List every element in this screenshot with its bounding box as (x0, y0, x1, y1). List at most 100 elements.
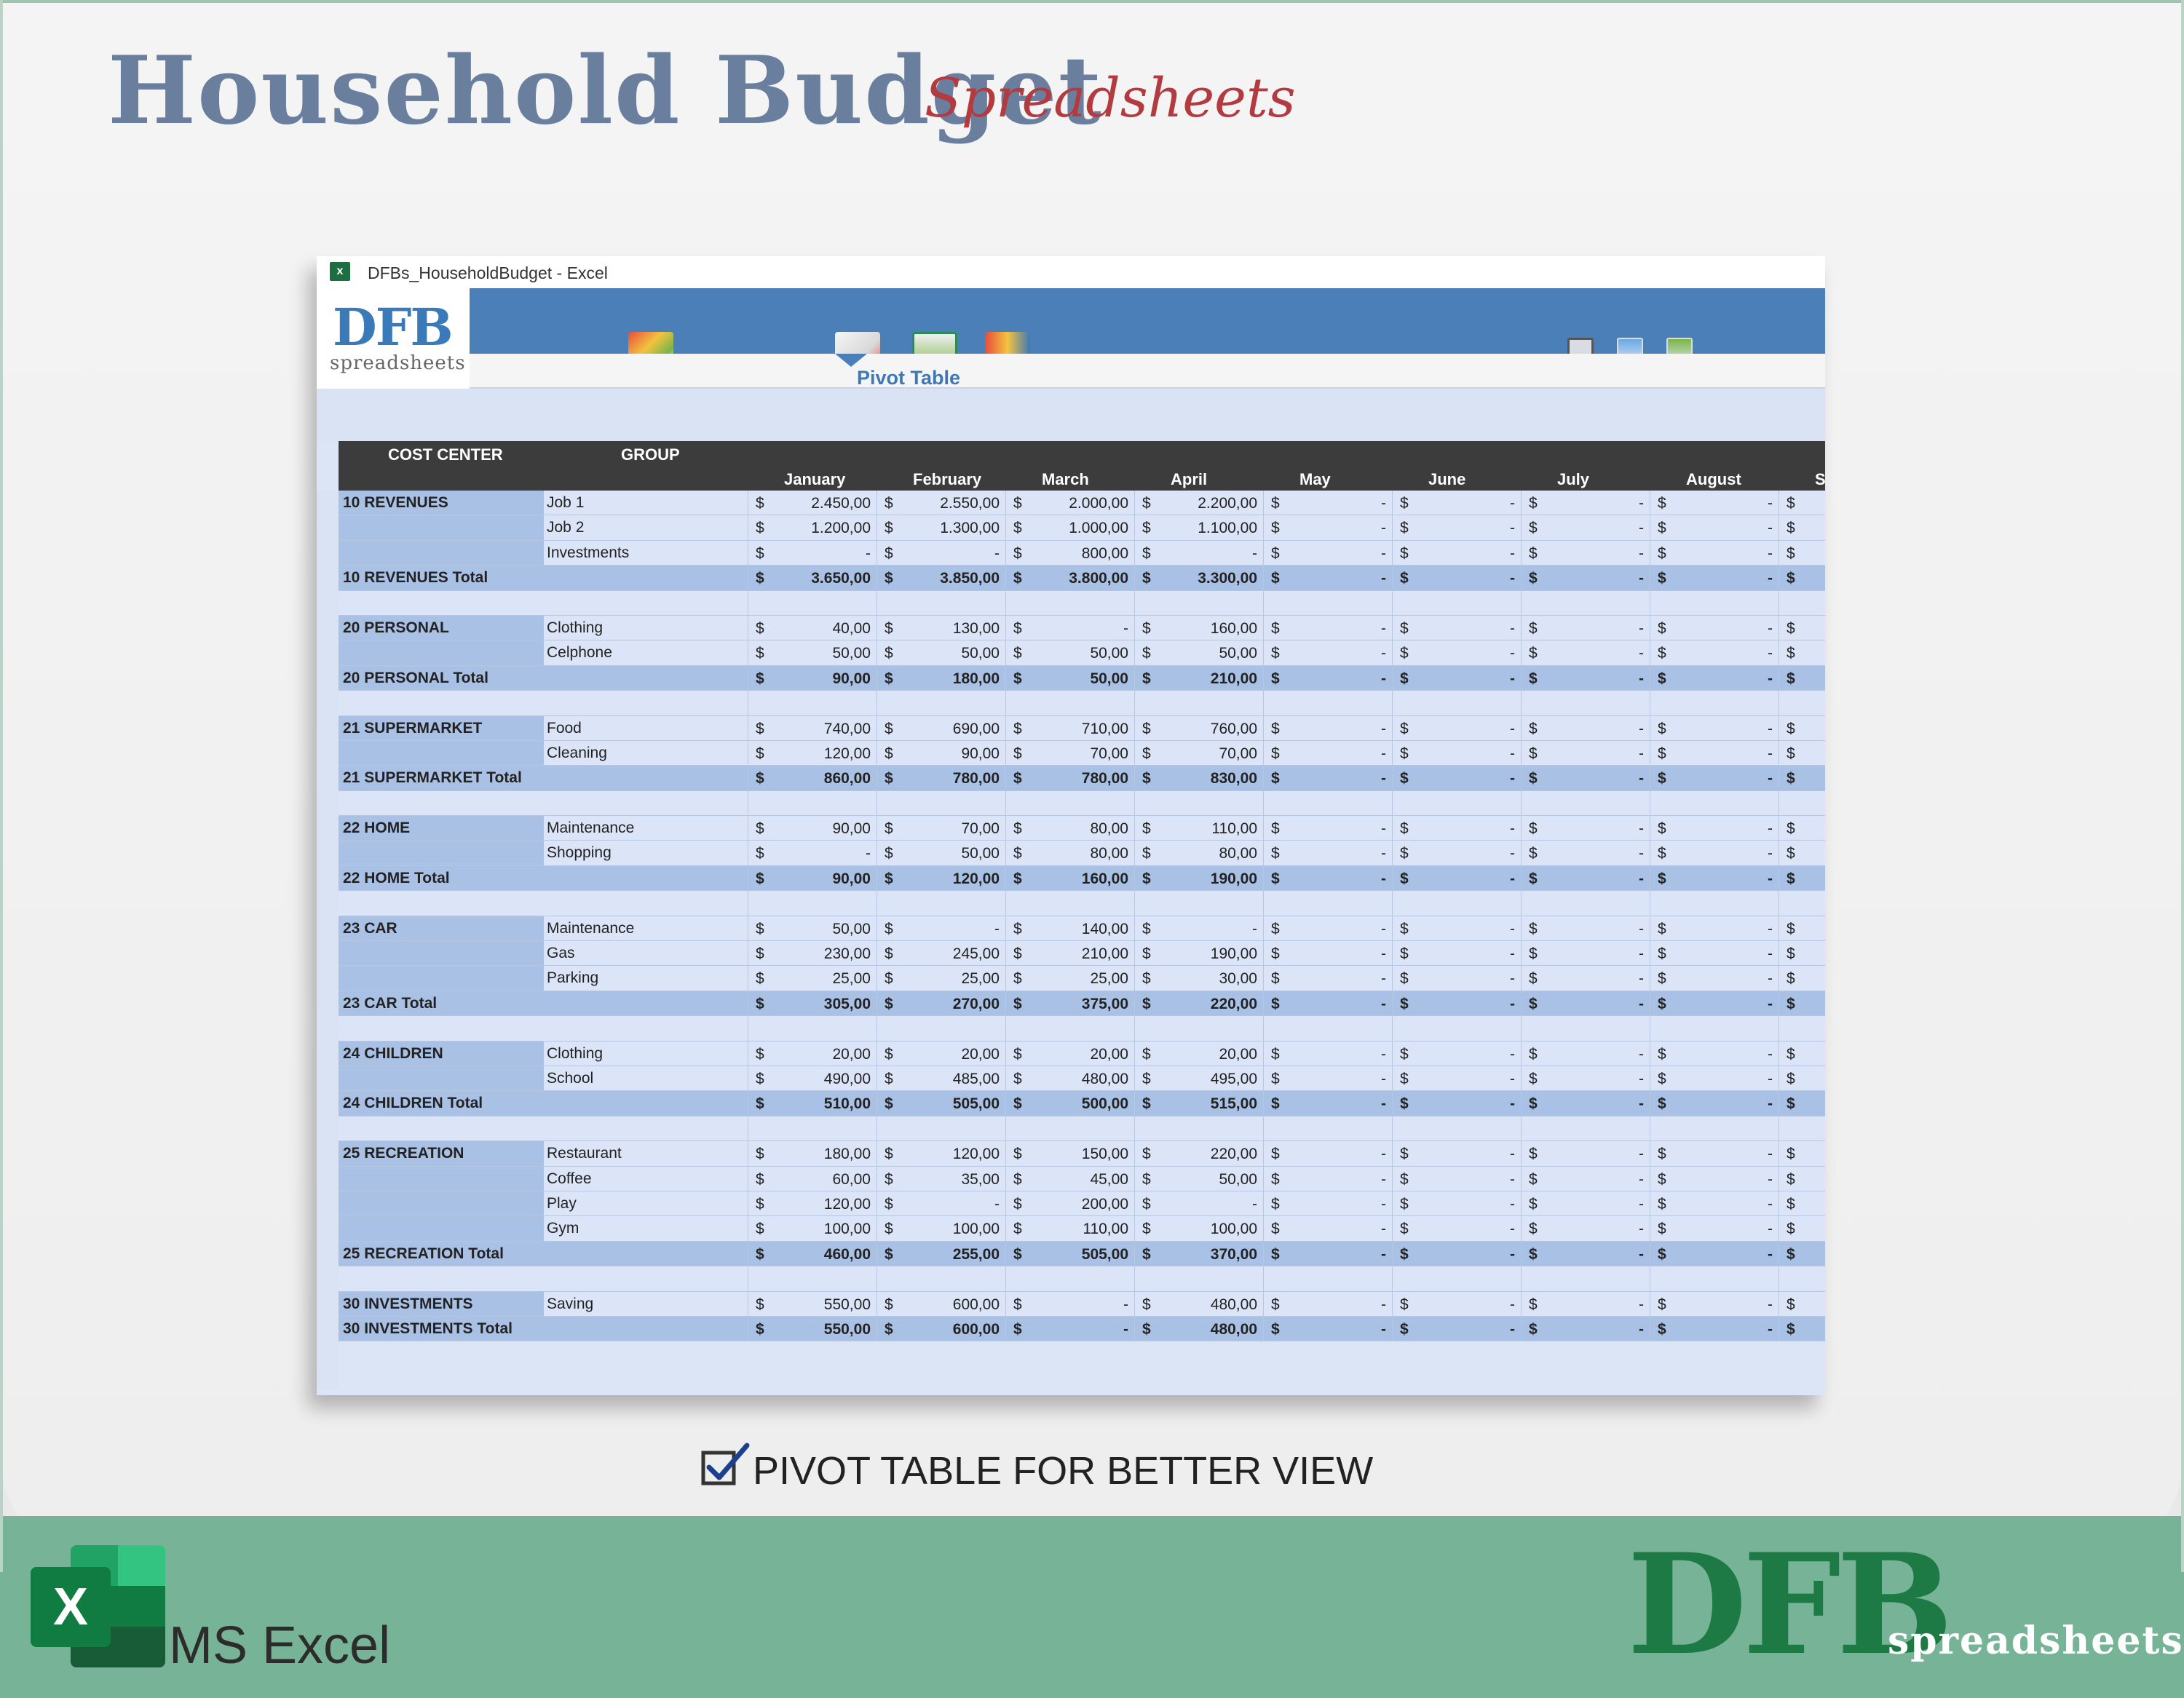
value-cell[interactable]: $ - (877, 916, 1005, 941)
value-cell[interactable]: $ - (1263, 966, 1392, 991)
value-cell[interactable]: $20,00 (877, 1041, 1005, 1066)
value-cell[interactable]: $ - (1392, 1066, 1521, 1091)
cost-center-cell[interactable]: 23 CAR (339, 916, 544, 941)
value-cell[interactable]: $500,00 (1005, 1091, 1134, 1116)
cost-center-cell[interactable]: 24 CHILDREN Total (343, 1095, 483, 1112)
value-cell[interactable]: $25,00 (748, 966, 877, 991)
cost-center-cell[interactable] (339, 640, 544, 665)
value-cell[interactable]: $80,00 (1005, 816, 1134, 841)
value-cell[interactable]: $1.100,00 (1134, 515, 1263, 540)
value-cell[interactable]: $830,00 (1134, 766, 1263, 790)
value-cell[interactable]: $ - (1392, 515, 1521, 540)
value-cell[interactable]: $ - (1392, 1191, 1521, 1216)
header-month[interactable]: January (784, 470, 846, 488)
group-cell[interactable]: Shopping (547, 844, 612, 862)
value-cell[interactable]: $ - (1263, 1141, 1392, 1166)
value-cell[interactable]: $ - (1521, 665, 1650, 691)
value-cell[interactable]: $ - (1650, 566, 1779, 590)
value-cell[interactable]: $120,00 (877, 1141, 1005, 1166)
value-cell[interactable]: $ - (1521, 841, 1650, 865)
value-cell[interactable]: $3.300,00 (1134, 566, 1263, 590)
value-cell[interactable]: $80,00 (1005, 841, 1134, 865)
value-cell[interactable]: $ - (1392, 1316, 1521, 1341)
value-cell[interactable]: $50,00 (877, 640, 1005, 665)
header-group[interactable]: GROUP (621, 445, 680, 464)
cost-center-cell[interactable]: 25 RECREATION (339, 1141, 544, 1166)
value-cell[interactable]: $245,00 (877, 941, 1005, 966)
value-cell[interactable]: $20,00 (1005, 1041, 1134, 1066)
value-cell[interactable]: $ - (1263, 515, 1392, 540)
value-cell[interactable]: $ - (1521, 916, 1650, 941)
value-cell[interactable]: $ - (877, 540, 1005, 566)
header-month[interactable]: April (1171, 470, 1208, 488)
value-cell[interactable]: $ - (1521, 1041, 1650, 1066)
value-cell[interactable]: $ - (1650, 1216, 1779, 1241)
value-cell[interactable]: $ - (1521, 1316, 1650, 1341)
value-cell[interactable]: $480,00 (1005, 1066, 1134, 1091)
value-cell[interactable]: $ (1779, 1141, 1825, 1166)
value-cell[interactable]: $3.800,00 (1005, 566, 1134, 590)
value-cell[interactable]: $2.550,00 (877, 491, 1005, 515)
value-cell[interactable]: $ (1779, 966, 1825, 991)
value-cell[interactable]: $ - (1263, 865, 1392, 891)
value-cell[interactable]: $ (1779, 665, 1825, 691)
cost-center-cell[interactable]: 21 SUPERMARKET (339, 715, 544, 740)
value-cell[interactable]: $480,00 (1134, 1291, 1263, 1316)
value-cell[interactable]: $ - (1521, 1066, 1650, 1091)
value-cell[interactable]: $220,00 (1134, 991, 1263, 1016)
value-cell[interactable]: $160,00 (1005, 865, 1134, 891)
group-cell[interactable]: Food (547, 719, 582, 737)
value-cell[interactable]: $780,00 (877, 766, 1005, 790)
value-cell[interactable]: $ (1779, 816, 1825, 841)
value-cell[interactable]: $ - (1521, 615, 1650, 640)
value-cell[interactable]: $100,00 (748, 1216, 877, 1241)
value-cell[interactable]: $120,00 (877, 865, 1005, 891)
cost-center-cell[interactable] (339, 1166, 544, 1191)
group-cell[interactable]: Investments (547, 544, 630, 561)
value-cell[interactable]: $370,00 (1134, 1241, 1263, 1266)
value-cell[interactable]: $ - (1263, 766, 1392, 790)
value-cell[interactable]: $ - (1650, 941, 1779, 966)
value-cell[interactable]: $50,00 (1134, 640, 1263, 665)
value-cell[interactable]: $505,00 (1005, 1241, 1134, 1266)
value-cell[interactable]: $ - (748, 841, 877, 865)
cost-center-cell[interactable]: 25 RECREATION Total (343, 1245, 504, 1262)
group-cell[interactable]: Saving (547, 1295, 594, 1312)
value-cell[interactable]: $ - (1134, 916, 1263, 941)
header-month[interactable]: July (1557, 470, 1590, 488)
value-cell[interactable]: $ - (1392, 1141, 1521, 1166)
value-cell[interactable]: $ - (1521, 1166, 1650, 1191)
cost-center-cell[interactable] (339, 1216, 544, 1241)
value-cell[interactable]: $ (1779, 941, 1825, 966)
value-cell[interactable]: $ (1779, 1166, 1825, 1191)
value-cell[interactable]: $190,00 (1134, 865, 1263, 891)
value-cell[interactable]: $ - (1650, 1166, 1779, 1191)
value-cell[interactable]: $ - (1650, 816, 1779, 841)
value-cell[interactable]: $ - (1392, 640, 1521, 665)
value-cell[interactable]: $ (1779, 540, 1825, 566)
cost-center-cell[interactable] (339, 841, 544, 865)
value-cell[interactable]: $ - (1521, 1291, 1650, 1316)
group-cell[interactable]: Job 2 (547, 519, 585, 536)
group-cell[interactable]: School (547, 1069, 594, 1087)
value-cell[interactable]: $ (1779, 1191, 1825, 1216)
value-cell[interactable]: $ (1779, 1091, 1825, 1116)
value-cell[interactable]: $ - (1392, 740, 1521, 766)
value-cell[interactable]: $ - (1650, 615, 1779, 640)
value-cell[interactable]: $2.200,00 (1134, 491, 1263, 515)
value-cell[interactable]: $ - (1521, 1191, 1650, 1216)
value-cell[interactable]: $ - (1263, 1216, 1392, 1241)
value-cell[interactable]: $510,00 (748, 1091, 877, 1116)
group-cell[interactable]: Gas (547, 945, 575, 962)
value-cell[interactable]: $ - (1392, 766, 1521, 790)
group-cell[interactable]: Parking (547, 969, 599, 987)
value-cell[interactable]: $ - (1392, 491, 1521, 515)
value-cell[interactable]: $210,00 (1005, 941, 1134, 966)
value-cell[interactable]: $600,00 (877, 1316, 1005, 1341)
value-cell[interactable]: $120,00 (748, 740, 877, 766)
value-cell[interactable]: $ - (1392, 1216, 1521, 1241)
tab-pivot-table[interactable]: Pivot Table (857, 367, 961, 389)
value-cell[interactable]: $100,00 (1134, 1216, 1263, 1241)
value-cell[interactable]: $60,00 (748, 1166, 877, 1191)
group-cell[interactable]: Celphone (547, 644, 612, 662)
